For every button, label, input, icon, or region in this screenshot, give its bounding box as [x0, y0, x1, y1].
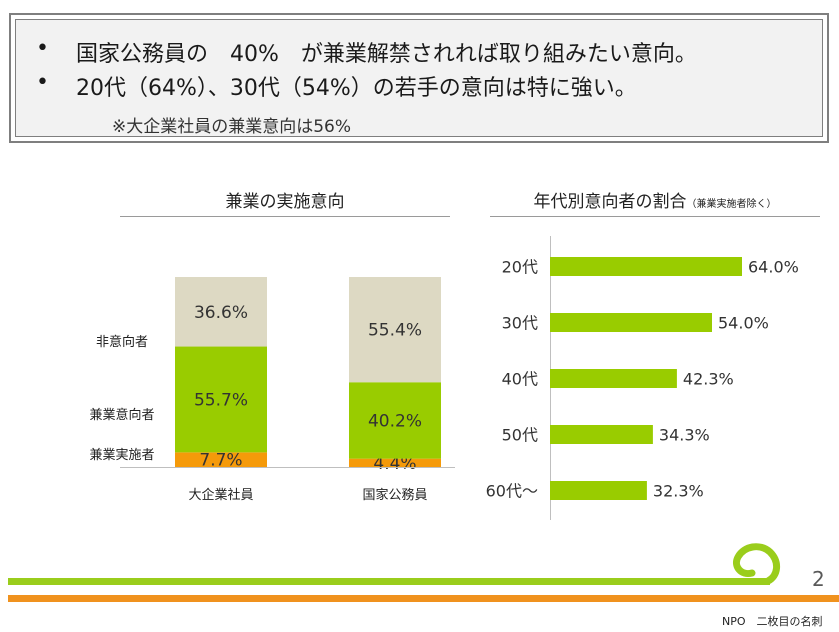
stacked-series-label-1: 兼業意向者 — [89, 407, 154, 423]
age-bar-2 — [550, 369, 677, 388]
stacked-series-label-0: 兼業実施者 — [89, 447, 154, 463]
stacked-bar-label-1-1: 40.2% — [368, 411, 422, 431]
bullet-dot-icon: • — [36, 36, 49, 61]
age-category-label-0: 20代 — [502, 258, 538, 277]
age-bar-value-label-3: 34.3% — [659, 426, 710, 445]
stacked-bar-label-0-2: 36.6% — [194, 303, 248, 323]
age-bar-4 — [550, 481, 647, 500]
stacked-bar-1-2 — [349, 277, 441, 383]
age-bar-value-label-0: 64.0% — [748, 258, 799, 277]
age-category-label-2: 40代 — [502, 370, 538, 389]
right-title-rule — [490, 216, 820, 217]
age-category-label-3: 50代 — [502, 426, 538, 445]
decorative-green-line — [8, 578, 770, 585]
left-title-rule — [120, 216, 450, 217]
stacked-bar-1-1 — [349, 382, 441, 459]
age-category-label-1: 30代 — [502, 314, 538, 333]
stacked-series-label-2: 非意向者 — [96, 334, 148, 350]
stacked-bar-0-1 — [175, 346, 267, 453]
footer-text: NPO 二枚目の名刺 — [722, 615, 823, 628]
summary-callout: • 国家公務員の 40% が兼業解禁されれば取り組みたい意向。 • 20代（64… — [9, 13, 829, 143]
decorative-orange-line — [8, 595, 839, 602]
age-bar-3 — [550, 425, 653, 444]
age-bar-1 — [550, 313, 712, 332]
age-bar-value-label-2: 42.3% — [683, 370, 734, 389]
summary-bullet-1-text: 国家公務員の 40% が兼業解禁されれば取り組みたい意向。 — [76, 42, 697, 67]
page-number: 2 — [812, 567, 825, 591]
summary-note: ※大企業社員の兼業意向は56% — [112, 117, 352, 137]
age-bar-value-label-1: 54.0% — [718, 314, 769, 333]
stacked-bar-label-0-0: 7.7% — [199, 451, 242, 471]
age-category-label-4: 60代～ — [486, 482, 538, 501]
stacked-category-label-0: 大企業社員 — [188, 487, 253, 503]
stacked-bar-label-0-1: 55.7% — [194, 390, 248, 410]
stacked-bar-0-2 — [175, 277, 267, 347]
stacked-bar-0-0 — [175, 452, 267, 467]
swirl-icon — [733, 543, 780, 585]
stacked-bar-1-0 — [349, 458, 441, 467]
left-chart-title: 兼業の実施意向 — [225, 192, 345, 212]
age-bar-value-label-4: 32.3% — [653, 482, 704, 501]
bullet-dot-icon: • — [36, 70, 49, 95]
stacked-bar-label-1-2: 55.4% — [368, 321, 422, 341]
right-chart-title: 年代別意向者の割合 — [533, 192, 687, 212]
summary-callout-inner: • 国家公務員の 40% が兼業解禁されれば取り組みたい意向。 • 20代（64… — [15, 19, 823, 137]
right-chart-title-wrap: 年代別意向者の割合（兼業実施者除く） — [490, 187, 820, 212]
age-bar-0 — [550, 257, 742, 276]
stacked-bar-label-1-0: 4.4% — [373, 454, 416, 474]
right-chart-subtitle: （兼業実施者除く） — [686, 199, 777, 210]
summary-bullet-2-text: 20代（64%）、30代（54%）の若手の意向は特に強い。 — [76, 76, 637, 101]
stacked-category-label-1: 国家公務員 — [362, 487, 427, 503]
